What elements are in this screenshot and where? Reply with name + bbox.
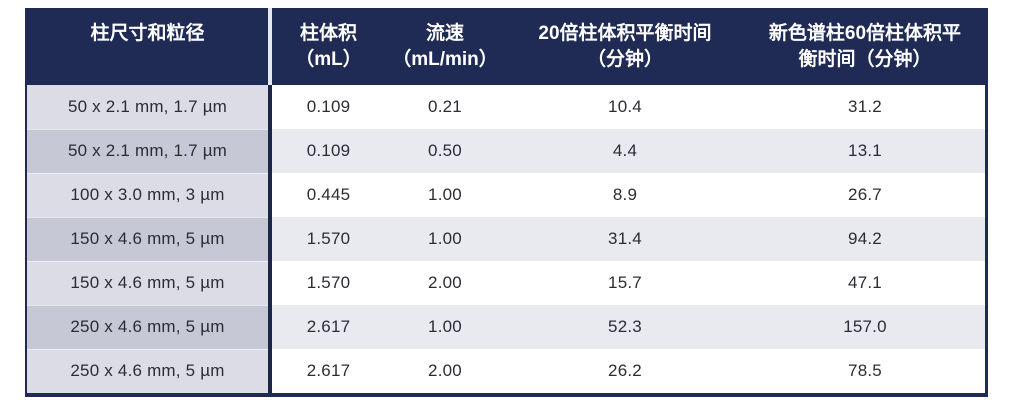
table-row: 150 x 4.6 mm, 5 µm 1.570 2.00 15.7 47.1 [27, 261, 985, 305]
column-volume-cell: 1.570 [272, 261, 385, 305]
flow-rate-cell: 0.50 [385, 129, 505, 173]
flow-rate-cell: 2.00 [385, 261, 505, 305]
flow-rate-cell: 1.00 [385, 305, 505, 349]
eq20-time-cell: 15.7 [505, 261, 745, 305]
eq60-time-cell: 157.0 [745, 305, 985, 349]
column-volume-cell: 0.109 [272, 85, 385, 129]
table-body: 50 x 2.1 mm, 1.7 µm 0.109 0.21 10.4 31.2 50 x… [27, 85, 985, 393]
column-size-cell: 50 x 2.1 mm, 1.7 µm [27, 85, 272, 129]
header-cell-column-size: 柱尺寸和粒径 [27, 8, 272, 85]
eq60-time-cell: 78.5 [745, 349, 985, 393]
flow-rate-cell: 1.00 [385, 217, 505, 261]
header-line: 衡时间（分钟） [798, 49, 932, 70]
eq60-time-cell: 47.1 [745, 261, 985, 305]
header-cell-flow-rate: 流速 （mL/min） [385, 8, 505, 85]
column-size-cell: 100 x 3.0 mm, 3 µm [27, 173, 272, 217]
eq60-time-cell: 31.2 [745, 85, 985, 129]
column-size-cell: 50 x 2.1 mm, 1.7 µm [27, 129, 272, 173]
eq20-time-cell: 4.4 [505, 129, 745, 173]
header-line: 20倍柱体积平衡时间 [538, 23, 712, 44]
table-row: 150 x 4.6 mm, 5 µm 1.570 1.00 31.4 94.2 [27, 217, 985, 261]
table-row: 50 x 2.1 mm, 1.7 µm 0.109 0.21 10.4 31.2 [27, 85, 985, 129]
header-cell-column-volume: 柱体积 （mL） [272, 8, 385, 85]
column-size-cell: 250 x 4.6 mm, 5 µm [27, 305, 272, 349]
column-volume-cell: 1.570 [272, 217, 385, 261]
column-size-cell: 250 x 4.6 mm, 5 µm [27, 349, 272, 393]
eq20-time-cell: 26.2 [505, 349, 745, 393]
eq20-time-cell: 8.9 [505, 173, 745, 217]
header-line: 流速 [425, 23, 464, 44]
flow-rate-cell: 0.21 [385, 85, 505, 129]
flow-rate-cell: 2.00 [385, 349, 505, 393]
column-size-cell: 150 x 4.6 mm, 5 µm [27, 261, 272, 305]
eq20-time-cell: 31.4 [505, 217, 745, 261]
eq60-time-cell: 26.7 [745, 173, 985, 217]
eq20-time-cell: 52.3 [505, 305, 745, 349]
header-line: 柱尺寸和粒径 [90, 23, 205, 44]
table-row: 250 x 4.6 mm, 5 µm 2.617 1.00 52.3 157.0 [27, 305, 985, 349]
column-size-cell: 150 x 4.6 mm, 5 µm [27, 217, 272, 261]
header-line: （分钟） [586, 49, 663, 70]
table-row: 250 x 4.6 mm, 5 µm 2.617 2.00 26.2 78.5 [27, 349, 985, 393]
header-line: （mL/min） [392, 49, 498, 70]
flow-rate-cell: 1.00 [385, 173, 505, 217]
table-row: 50 x 2.1 mm, 1.7 µm 0.109 0.50 4.4 13.1 [27, 129, 985, 173]
column-volume-cell: 2.617 [272, 349, 385, 393]
header-line: （mL） [295, 49, 362, 70]
column-volume-cell: 0.445 [272, 173, 385, 217]
header-line: 柱体积 [299, 23, 357, 44]
header-cell-eq60: 新色谱柱60倍柱体积平 衡时间（分钟） [745, 8, 985, 85]
equilibration-table: 柱尺寸和粒径 柱体积 （mL） 流速 （mL/min） 20倍柱体积平衡时间 （… [25, 8, 988, 397]
table-row: 100 x 3.0 mm, 3 µm 0.445 1.00 8.9 26.7 [27, 173, 985, 217]
eq60-time-cell: 13.1 [745, 129, 985, 173]
header-line: 新色谱柱60倍柱体积平 [768, 23, 962, 44]
header-cell-eq20: 20倍柱体积平衡时间 （分钟） [505, 8, 745, 85]
table-header-row: 柱尺寸和粒径 柱体积 （mL） 流速 （mL/min） 20倍柱体积平衡时间 （… [27, 8, 985, 85]
column-volume-cell: 2.617 [272, 305, 385, 349]
eq20-time-cell: 10.4 [505, 85, 745, 129]
eq60-time-cell: 94.2 [745, 217, 985, 261]
column-volume-cell: 0.109 [272, 129, 385, 173]
